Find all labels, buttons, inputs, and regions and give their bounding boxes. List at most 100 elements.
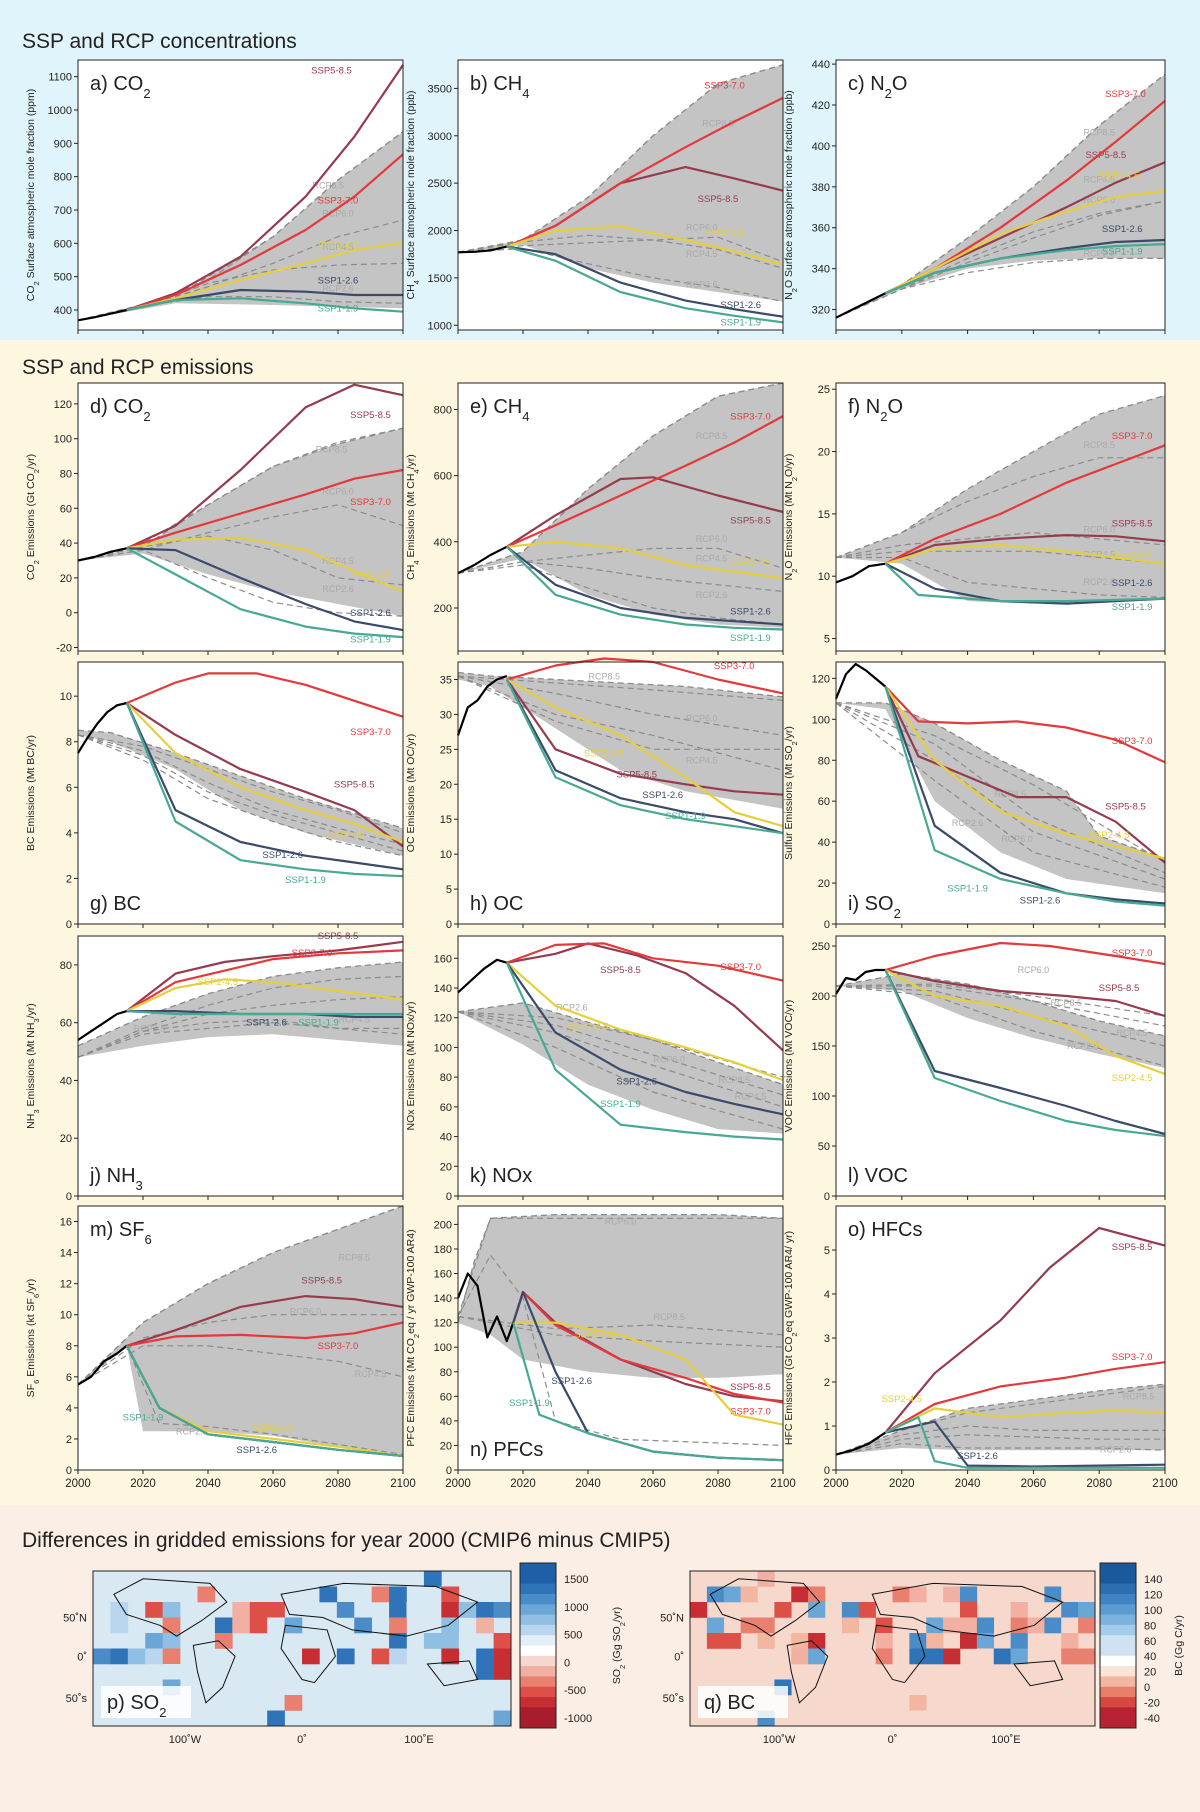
- grid-cell: [706, 1633, 725, 1649]
- grid-cell: [740, 1586, 758, 1603]
- y-tick-label: 2: [66, 1434, 72, 1446]
- colorbar-title: SO2 (Gg SO2/yr): [611, 1607, 627, 1684]
- y-tick-label: 20: [440, 1161, 452, 1173]
- grid-cell: [841, 1617, 860, 1634]
- y-tick-label: 8: [66, 1341, 72, 1353]
- colorbar-swatch: [1100, 1717, 1136, 1729]
- series-historical: [457, 958, 508, 994]
- plot-frame: [77, 59, 404, 331]
- grid-cell: [808, 1602, 826, 1618]
- grid-cell: [336, 1648, 355, 1665]
- rcp-series-rcp8.5: [835, 457, 1165, 559]
- rcp-series-rcp4.5: [77, 734, 404, 852]
- y-tick-label: 800: [434, 404, 452, 416]
- panel-label: g) BC: [90, 893, 141, 915]
- map-panel-p: 50˚N 0˚ 50˚s 100˚W 0˚ 100˚E p) SO2 1500 1000 500 0…: [63, 1562, 627, 1746]
- emissions-section-title: SSP and RCP emissions: [22, 356, 254, 379]
- rcp-series-rcp8.5: [836, 985, 1166, 1027]
- grid-cell: [423, 1571, 442, 1587]
- plot-frame: [77, 1205, 404, 1471]
- rcp-series-rcp2.6: [835, 985, 1166, 1067]
- panel-label: e) CH4: [470, 396, 529, 424]
- colorbar-swatch: [1100, 1624, 1136, 1636]
- panel-label: b) CH4: [470, 73, 529, 101]
- series-label: SSP5-8.5: [301, 1276, 342, 1287]
- grid-cell: [757, 1633, 775, 1649]
- rcp-series-label: RCP8.5: [312, 180, 344, 190]
- y-tick-label: 700: [54, 205, 72, 217]
- y-tick-label: 2000: [428, 226, 452, 238]
- rcp-series-label: RCP8.5: [653, 1312, 685, 1322]
- y-tick-label: 60: [440, 1391, 452, 1403]
- series-label: SSP1-2.6: [1102, 224, 1143, 235]
- x-tick-label: 2000: [445, 1478, 471, 1490]
- series-label: SSP1-2.6: [551, 1376, 592, 1387]
- grid-cell: [841, 1679, 860, 1696]
- series-ssp3-70: [506, 96, 784, 248]
- rcp-series-label: RCP6.0: [686, 223, 718, 233]
- rcp-series-label: RCP8.5: [702, 118, 734, 128]
- y-tick-label: 1500: [428, 273, 452, 285]
- panel-label: a) CO2: [90, 73, 151, 101]
- y-axis-label: SF6 Emissions (kt SF6/yr): [25, 1279, 41, 1398]
- lon-tick-label: 100˚W: [763, 1734, 796, 1746]
- rcp-series-label: RCP6.0: [605, 1216, 637, 1226]
- x-tick-label: 2100: [770, 1478, 796, 1490]
- rcp-series-rcp6.0: [835, 531, 1166, 559]
- colorbar-tick-label: -500: [564, 1685, 586, 1697]
- grid-cell: [110, 1648, 129, 1665]
- series-ssp1-19: [884, 243, 1166, 295]
- y-tick-label: 120: [812, 673, 830, 685]
- y-axis-label: VOC Emissions (Mt VOC/yr): [783, 1000, 795, 1132]
- grid-cell: [214, 1617, 233, 1634]
- colorbar-swatch: [1100, 1614, 1136, 1626]
- grid-cell: [162, 1602, 181, 1618]
- grid-cell: [302, 1648, 320, 1665]
- grid-cell: [690, 1602, 708, 1618]
- y-tick-label: 200: [434, 1219, 452, 1231]
- rcp-range-band: [78, 131, 403, 321]
- rcp-series-rcp8.5: [77, 1205, 404, 1386]
- rcp-series-rcp6.0: [835, 983, 1166, 1017]
- rcp-series-label: RCP8.5: [1123, 1392, 1155, 1402]
- y-axis-label: Sulfur Emissions (Mt SO2/yr): [783, 726, 799, 860]
- rcp-series-label: RCP6.0: [322, 486, 354, 496]
- rcp-series-label: RCP4.5: [338, 1015, 370, 1025]
- series-historical: [835, 1431, 887, 1456]
- band-upper-edge: [457, 1213, 784, 1323]
- series-ssp1-26: [884, 686, 1166, 905]
- colorbar-swatch: [1100, 1686, 1136, 1698]
- series-ssp3-70: [506, 415, 784, 548]
- colorbar-swatch: [1100, 1573, 1136, 1585]
- map-frame: [689, 1570, 1096, 1727]
- y-tick-label: 15: [818, 509, 830, 521]
- x-tick-label: 2080: [1086, 1478, 1112, 1490]
- grid-cell: [960, 1586, 978, 1603]
- rcp-series-label: RCP8.5: [134, 1023, 166, 1033]
- series-label: SSP1-1.9: [730, 633, 771, 644]
- colorbar-swatch: [520, 1655, 556, 1667]
- series-label: SSP5-8.5: [730, 1382, 771, 1393]
- grid-cell: [476, 1648, 494, 1665]
- grid-cell: [162, 1633, 181, 1649]
- grid-cell: [993, 1648, 1011, 1665]
- rcp-series-label: RCP6.0: [1083, 195, 1115, 205]
- y-tick-label: 40: [818, 837, 830, 849]
- grid-cell: [389, 1617, 407, 1634]
- series-ssp3-70: [126, 1321, 404, 1347]
- y-tick-label: 440: [812, 59, 830, 71]
- y-tick-label: 20: [60, 1133, 72, 1145]
- grid-cell: [926, 1617, 944, 1634]
- grid-cell: [145, 1648, 163, 1665]
- map-label: p) SO2: [107, 1692, 166, 1720]
- grid-cell: [493, 1710, 512, 1727]
- series-ssp1-26: [505, 678, 784, 835]
- series-ssp2-45: [506, 540, 784, 580]
- series-label: SSP3-7.0: [1112, 736, 1153, 747]
- series-historical: [77, 1010, 128, 1041]
- y-tick-label: 60: [818, 796, 830, 808]
- grid-cell: [1078, 1617, 1096, 1634]
- x-tick-label: 2020: [889, 1478, 915, 1490]
- colorbar-tick-label: 60: [1144, 1636, 1156, 1648]
